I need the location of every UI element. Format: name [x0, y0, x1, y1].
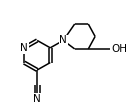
Text: OH: OH [111, 44, 127, 54]
Text: N: N [59, 35, 67, 45]
Text: N: N [33, 94, 41, 104]
Text: N: N [20, 43, 28, 53]
